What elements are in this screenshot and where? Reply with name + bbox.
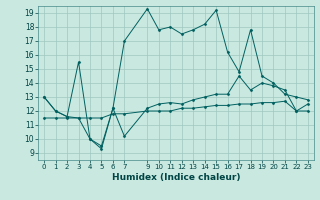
X-axis label: Humidex (Indice chaleur): Humidex (Indice chaleur) — [112, 173, 240, 182]
